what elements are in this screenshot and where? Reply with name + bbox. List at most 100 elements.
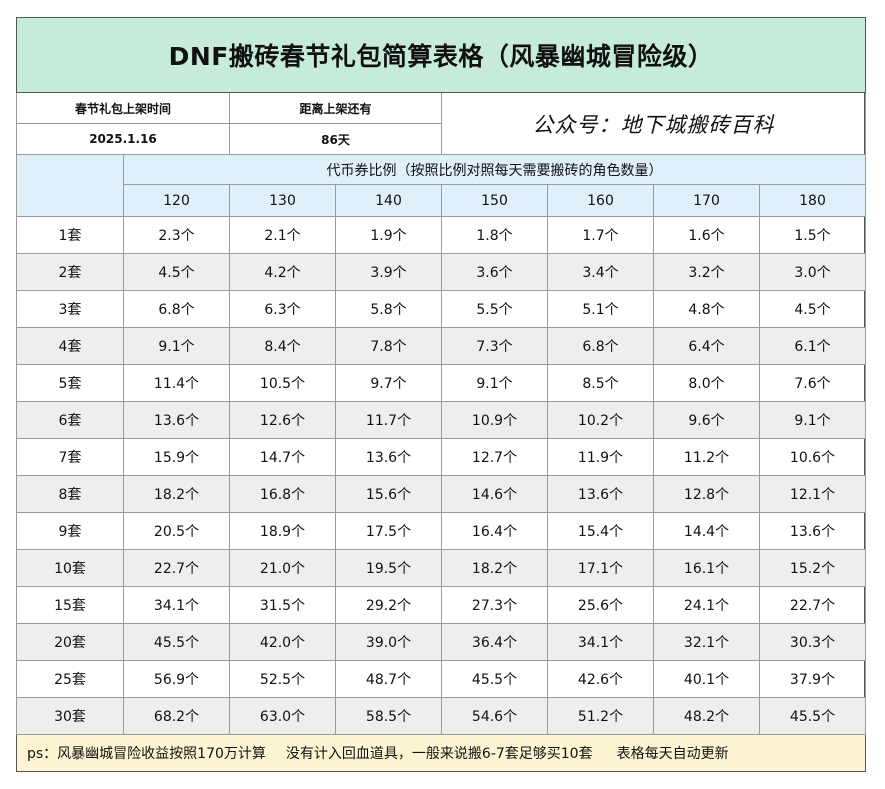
table-cell: 16.1个 (653, 549, 760, 587)
row-label: 9套 (16, 512, 124, 550)
ratio-title: 代币券比例（按照比例对照每天需要搬砖的角色数量） (122, 154, 867, 185)
table-cell: 34.1个 (547, 623, 654, 661)
footer-note: ps：风暴幽城冒险收益按照170万计算 没有计入回血道具，一般来说搬6-7套足够买… (15, 734, 867, 772)
table-cell: 1.8个 (441, 216, 548, 254)
spreadsheet: DNF搬砖春节礼包简算表格（风暴幽城冒险级） 春节礼包上架时间 距离上架还有 公… (15, 17, 867, 772)
table-cell: 9.1个 (758, 401, 867, 439)
table-cell: 3.6个 (441, 253, 548, 291)
row-label: 10套 (16, 549, 124, 587)
table-cell: 68.2个 (123, 697, 230, 735)
table-cell: 12.6个 (229, 401, 336, 439)
table-cell: 5.5个 (441, 290, 548, 328)
table-row: 7套 15.9个 14.7个 13.6个 12.7个 11.9个 11.2个 10.6个 (16, 438, 867, 476)
table-cell: 39.0个 (335, 623, 442, 661)
column-header: 160 (547, 184, 654, 217)
table-cell: 13.6个 (547, 475, 654, 513)
table-row: 6套 13.6个 12.6个 11.7个 10.9个 10.2个 9.6个 9.1个 (16, 401, 867, 439)
table-cell: 27.3个 (441, 586, 548, 624)
table-cell: 3.0个 (758, 253, 867, 291)
column-header: 140 (335, 184, 442, 217)
column-header: 130 (229, 184, 336, 217)
table-cell: 32.1个 (653, 623, 760, 661)
table-cell: 45.5个 (758, 697, 867, 735)
row-label: 15套 (16, 586, 124, 624)
table-cell: 29.2个 (335, 586, 442, 624)
table-cell: 24.1个 (653, 586, 760, 624)
table-cell: 56.9个 (123, 660, 230, 698)
table-cell: 15.9个 (123, 438, 230, 476)
table-cell: 6.3个 (229, 290, 336, 328)
table-cell: 8.0个 (653, 364, 760, 402)
table-cell: 4.8个 (653, 290, 760, 328)
launch-date-value: 2025.1.16 (16, 123, 230, 155)
table-cell: 48.2个 (653, 697, 760, 735)
row-label: 2套 (16, 253, 124, 291)
table-cell: 9.6个 (653, 401, 760, 439)
table-row: 3套 6.8个 6.3个 5.8个 5.5个 5.1个 4.8个 4.5个 (16, 290, 867, 328)
table-cell: 36.4个 (441, 623, 548, 661)
table-row: 20套 45.5个 42.0个 39.0个 36.4个 34.1个 32.1个 30.3个 (16, 623, 867, 661)
remaining-days-value: 86天 (229, 123, 442, 155)
remaining-days-label: 距离上架还有 (229, 92, 442, 124)
table-cell: 11.7个 (335, 401, 442, 439)
table-cell: 54.6个 (441, 697, 548, 735)
table-cell: 15.2个 (758, 549, 867, 587)
table-cell: 3.2个 (653, 253, 760, 291)
table-cell: 14.7个 (229, 438, 336, 476)
table-cell: 1.6个 (653, 216, 760, 254)
table-cell: 16.4个 (441, 512, 548, 550)
table-cell: 63.0个 (229, 697, 336, 735)
table-cell: 2.1个 (229, 216, 336, 254)
table-cell: 13.6个 (335, 438, 442, 476)
column-header-row: 120 130 140 150 160 170 180 (17, 184, 867, 217)
table-cell: 11.2个 (653, 438, 760, 476)
table-cell: 14.6个 (441, 475, 548, 513)
table-cell: 17.1个 (547, 549, 654, 587)
table-cell: 7.6个 (758, 364, 867, 402)
table-cell: 12.7个 (441, 438, 548, 476)
table-row: 10套 22.7个 21.0个 19.5个 18.2个 17.1个 16.1个 15.2个 (16, 549, 867, 587)
table-cell: 37.9个 (758, 660, 867, 698)
table-cell: 42.0个 (229, 623, 336, 661)
table-cell: 58.5个 (335, 697, 442, 735)
table-cell: 6.8个 (123, 290, 230, 328)
table-cell: 10.9个 (441, 401, 548, 439)
table-row: 9套 20.5个 18.9个 17.5个 16.4个 15.4个 14.4个 13.6个 (16, 512, 867, 550)
table-cell: 11.4个 (123, 364, 230, 402)
table-row: 1套 2.3个 2.1个 1.9个 1.8个 1.7个 1.6个 1.5个 (16, 216, 867, 254)
table-cell: 42.6个 (547, 660, 654, 698)
table-cell: 2.3个 (123, 216, 230, 254)
table-cell: 19.5个 (335, 549, 442, 587)
footer-note-part2: 没有计入回血道具，一般来说搬6-7套足够买10套 (285, 746, 593, 762)
table-cell: 17.5个 (335, 512, 442, 550)
table-row: 8套 18.2个 16.8个 15.6个 14.6个 13.6个 12.8个 12.1个 (16, 475, 867, 513)
table-cell: 10.2个 (547, 401, 654, 439)
table-cell: 8.5个 (547, 364, 654, 402)
table-cell: 20.5个 (123, 512, 230, 550)
table-cell: 30.3个 (758, 623, 867, 661)
corner-cell (16, 154, 124, 217)
table-cell: 9.1个 (441, 364, 548, 402)
table-cell: 34.1个 (123, 586, 230, 624)
column-header: 120 (123, 184, 230, 217)
table-cell: 12.1个 (758, 475, 867, 513)
table-cell: 3.4个 (547, 253, 654, 291)
table-cell: 4.5个 (123, 253, 230, 291)
table-cell: 13.6个 (123, 401, 230, 439)
table-cell: 13.6个 (758, 512, 867, 550)
table-cell: 40.1个 (653, 660, 760, 698)
table-cell: 3.9个 (335, 253, 442, 291)
row-label: 30套 (16, 697, 124, 735)
calc-table: DNF搬砖春节礼包简算表格（风暴幽城冒险级） 春节礼包上架时间 距离上架还有 公… (15, 17, 867, 772)
row-label: 1套 (16, 216, 124, 254)
table-cell: 51.2个 (547, 697, 654, 735)
row-label: 4套 (16, 327, 124, 365)
table-cell: 6.4个 (653, 327, 760, 365)
table-cell: 6.8个 (547, 327, 654, 365)
row-label: 8套 (16, 475, 124, 513)
table-row: 5套 11.4个 10.5个 9.7个 9.1个 8.5个 8.0个 7.6个 (16, 364, 867, 402)
table-cell: 14.4个 (653, 512, 760, 550)
table-cell: 4.5个 (758, 290, 867, 328)
table-cell: 8.4个 (229, 327, 336, 365)
column-header: 170 (653, 184, 760, 217)
